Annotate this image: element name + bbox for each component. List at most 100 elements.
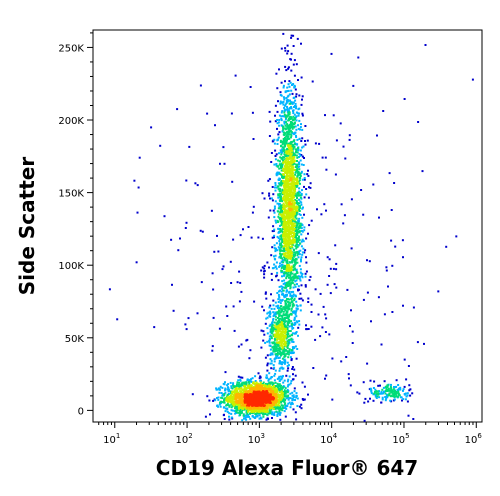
data-point <box>278 119 281 121</box>
data-point <box>294 99 297 102</box>
data-point <box>367 400 370 403</box>
data-point <box>261 407 264 410</box>
data-point <box>249 349 252 352</box>
data-point <box>293 181 296 184</box>
data-point <box>278 397 281 400</box>
data-point <box>317 313 320 316</box>
data-point <box>280 119 283 122</box>
data-point <box>285 240 288 243</box>
data-point <box>239 281 242 284</box>
data-point <box>229 400 232 403</box>
data-point <box>299 205 301 208</box>
data-point <box>289 58 292 61</box>
data-point <box>281 345 284 348</box>
data-point <box>290 169 293 172</box>
data-point <box>301 299 304 302</box>
data-point <box>268 266 270 269</box>
data-point <box>235 396 238 399</box>
data-point <box>199 84 202 87</box>
data-point <box>263 309 265 312</box>
data-point <box>287 351 290 354</box>
data-point <box>280 397 283 400</box>
data-point <box>304 140 306 142</box>
data-point <box>273 138 276 141</box>
data-point <box>291 199 294 202</box>
data-point <box>391 264 394 267</box>
data-point <box>300 193 303 195</box>
data-point <box>273 366 276 369</box>
data-point <box>334 244 337 247</box>
data-point <box>283 254 286 257</box>
data-point <box>286 152 289 155</box>
data-point <box>288 206 291 209</box>
data-point <box>286 254 289 257</box>
data-point <box>273 207 276 210</box>
data-point <box>299 194 302 197</box>
data-point <box>390 209 393 211</box>
data-point <box>288 180 291 183</box>
data-point <box>328 275 331 277</box>
data-point <box>277 231 280 234</box>
data-point <box>281 188 284 191</box>
data-point <box>286 217 289 220</box>
data-point <box>271 325 274 328</box>
data-point <box>287 356 290 359</box>
data-point <box>294 178 297 181</box>
data-point <box>249 391 252 394</box>
data-point <box>258 417 261 420</box>
data-point <box>408 384 411 387</box>
data-point <box>286 347 289 349</box>
data-point <box>384 399 387 402</box>
data-point <box>314 142 317 145</box>
data-point <box>302 247 305 250</box>
data-point <box>286 138 288 141</box>
data-point <box>267 311 270 314</box>
data-point <box>248 382 251 385</box>
data-point <box>184 227 187 229</box>
data-point <box>325 209 327 212</box>
data-point <box>270 327 273 330</box>
data-point <box>301 224 304 227</box>
data-point <box>238 385 241 388</box>
data-point <box>283 145 286 148</box>
data-point <box>424 44 427 46</box>
data-point <box>277 349 279 352</box>
data-point <box>239 403 241 406</box>
data-point <box>277 100 279 103</box>
data-point <box>303 213 305 216</box>
data-point <box>288 235 291 238</box>
data-point <box>287 137 290 140</box>
data-point <box>275 72 278 75</box>
data-point <box>281 221 284 223</box>
data-point <box>277 196 280 199</box>
data-point <box>291 84 293 86</box>
data-point <box>296 143 299 146</box>
data-point <box>284 309 287 312</box>
data-point <box>294 171 297 174</box>
data-point <box>287 99 290 102</box>
data-point <box>290 195 292 198</box>
data-point <box>270 400 273 403</box>
data-point <box>239 408 242 411</box>
data-point <box>266 376 269 379</box>
data-point <box>320 213 323 216</box>
data-point <box>369 387 372 390</box>
data-point <box>283 403 286 406</box>
data-point <box>372 387 375 389</box>
data-point <box>295 199 298 202</box>
data-point <box>153 326 156 329</box>
data-point <box>270 412 273 415</box>
data-point <box>196 312 199 315</box>
data-point <box>263 393 266 396</box>
data-point <box>295 418 298 421</box>
data-point <box>273 324 276 327</box>
data-point <box>328 333 331 336</box>
data-point <box>283 321 286 323</box>
data-point <box>318 142 321 145</box>
data-point <box>334 173 337 176</box>
data-point <box>282 375 284 378</box>
data-point <box>286 314 289 317</box>
data-point <box>380 392 383 395</box>
data-point <box>281 241 284 244</box>
data-point <box>390 383 392 386</box>
